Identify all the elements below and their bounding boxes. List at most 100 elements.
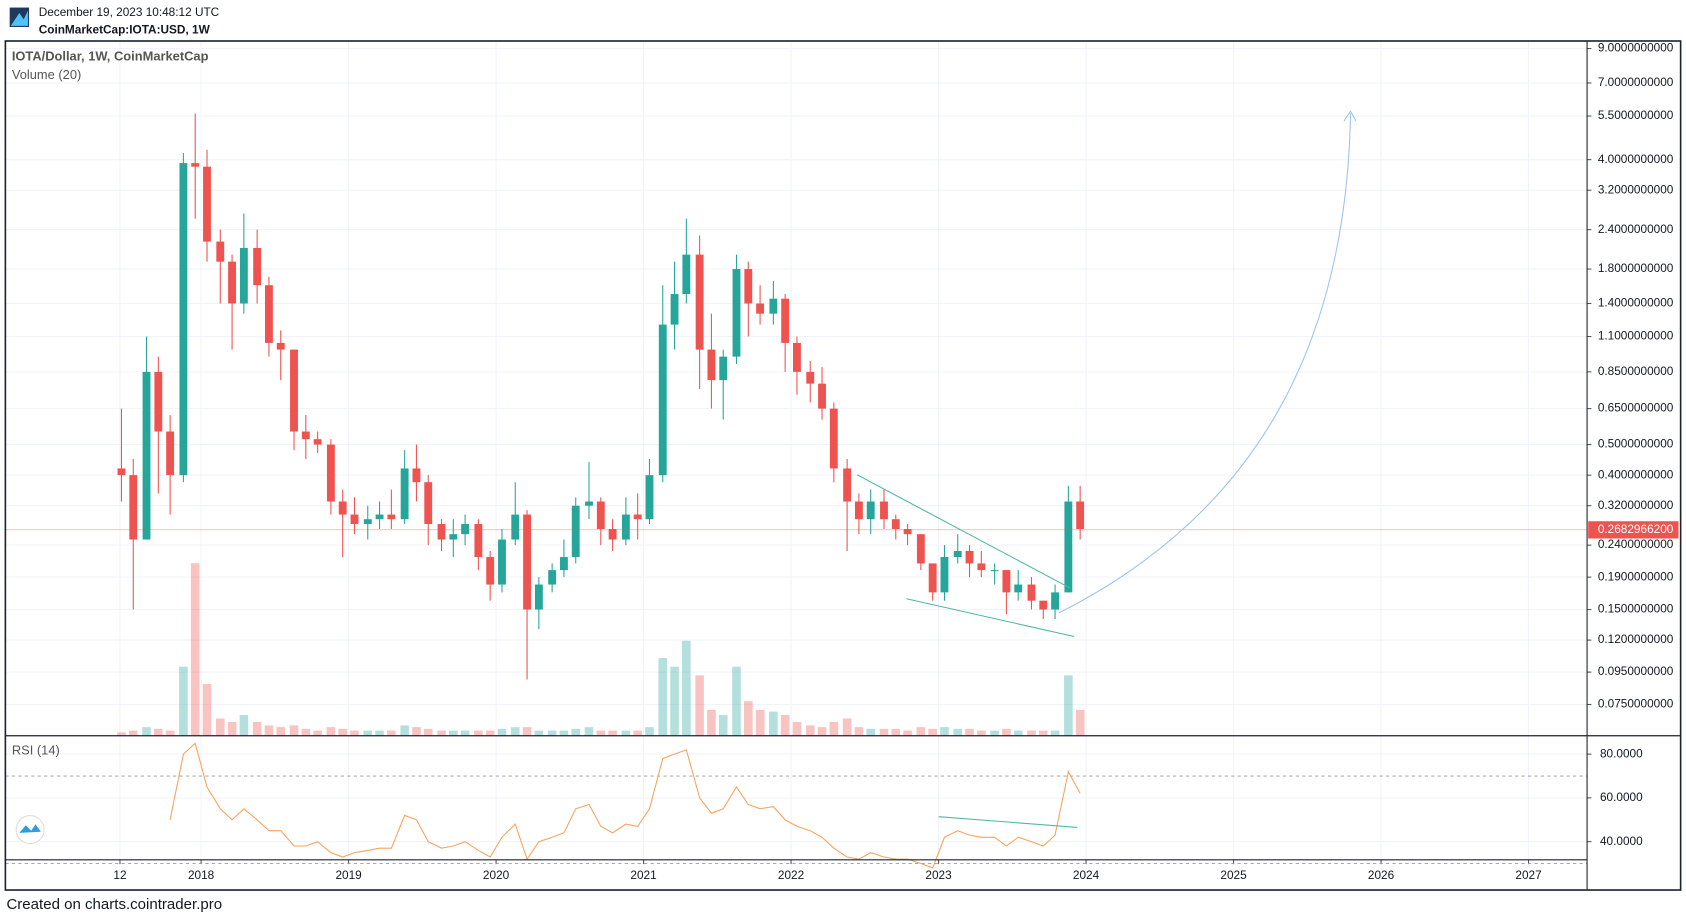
volume-bar [633,730,642,736]
candle-body [880,501,888,520]
x-tick-label: 2018 [188,868,215,882]
candle-body [928,563,937,593]
x-tick-label: 2023 [925,868,952,882]
chart-title: IOTA/Dollar, 1W, CoinMarketCap [12,49,209,64]
candle-body [707,349,716,381]
candle-body [903,528,912,535]
y-tick-label: 0.1200000000 [1598,632,1674,646]
candle-body [1064,501,1073,593]
candle-body [375,514,384,520]
volume-bar [621,730,631,736]
y-tick-label: 1.8000000000 [1598,261,1674,275]
candle-body [523,514,531,610]
volume-bar [707,709,716,736]
candle-body [400,468,409,520]
candle-body [781,298,790,343]
candle-body [806,371,815,384]
volume-bar [718,715,728,736]
rsi-tick-label: 40.0000 [1600,834,1643,848]
trendline-upper [856,474,1071,589]
volume-bar [682,640,691,736]
candle-body [965,550,974,564]
volume-bar [474,730,483,736]
volume-bar [522,727,532,736]
volume-bar [940,727,949,736]
candle-body [854,501,863,520]
candle-body [990,570,999,572]
candle-body [387,514,396,520]
header-date: December 19, 2023 10:48:12 UTC [39,5,220,19]
volume-bar [165,730,175,736]
volume-bar [1075,709,1085,736]
y-tick-label: 0.0750000000 [1598,697,1674,711]
candle-body [474,524,483,558]
candle-body [940,557,949,593]
candle-body [412,468,421,483]
candle-body [449,534,458,540]
candle-body [977,563,986,571]
candle-body [1039,600,1048,610]
candle-body [239,247,248,304]
volume-bar [769,711,778,736]
y-tick-label: 4.0000000000 [1598,152,1674,166]
volume-bar [842,718,852,736]
volume-bar [977,730,986,736]
y-tick-label: 0.3200000000 [1598,498,1674,512]
volume-bar [608,730,617,736]
volume-bar [485,730,495,736]
candle-body [363,519,372,525]
candle-body [461,524,470,535]
rsi-tick-label: 80.0000 [1600,746,1643,760]
candle-body [498,539,506,585]
rsi-title: RSI (14) [12,742,60,757]
y-tick-label: 0.2400000000 [1598,537,1674,551]
y-tick-label: 0.5000000000 [1598,437,1674,451]
volume-bar [412,727,421,736]
volume-bar [780,715,790,736]
y-tick-label: 0.1500000000 [1598,602,1674,616]
candle-body [166,431,175,476]
x-tick-label: 2019 [335,868,362,882]
x-tick-label: 12 [113,868,126,882]
projection-arrow [1058,113,1352,614]
candle-body [596,501,605,529]
candle-body [608,528,617,540]
x-tick-label: 2026 [1368,868,1395,882]
x-tick-label: 2020 [483,868,510,882]
candle-body [290,349,298,432]
volume-bar [1002,728,1011,736]
volume-bar [313,730,322,736]
candle-body [276,342,285,350]
candle-body [891,519,900,529]
volume-bar [829,721,839,736]
volume-bar [559,730,569,736]
volume-bar [1038,730,1048,736]
candle-body [265,285,273,343]
y-tick-label: 1.4000000000 [1598,296,1674,310]
volume-bar [891,728,901,736]
candle-body [228,261,237,304]
candle-body [1002,570,1011,593]
volume-bar [792,721,802,736]
candle-body [829,408,838,469]
candle-body [203,166,211,242]
candle-body [732,269,741,357]
volume-bar [252,721,262,736]
x-tick-label: 2022 [778,868,804,882]
volume-bar [326,727,336,736]
volume-bar [154,728,163,736]
candle-body [424,482,433,525]
volume-bar [1027,730,1036,736]
candle-body [511,514,520,540]
candle-body [953,550,962,558]
volume-bar [289,725,299,736]
volume-bar [350,730,359,736]
rsi-line [169,742,1081,869]
volume-bar [301,728,311,736]
volume-bar [423,728,433,736]
candle-body [142,371,151,540]
volume-bar [755,709,765,736]
